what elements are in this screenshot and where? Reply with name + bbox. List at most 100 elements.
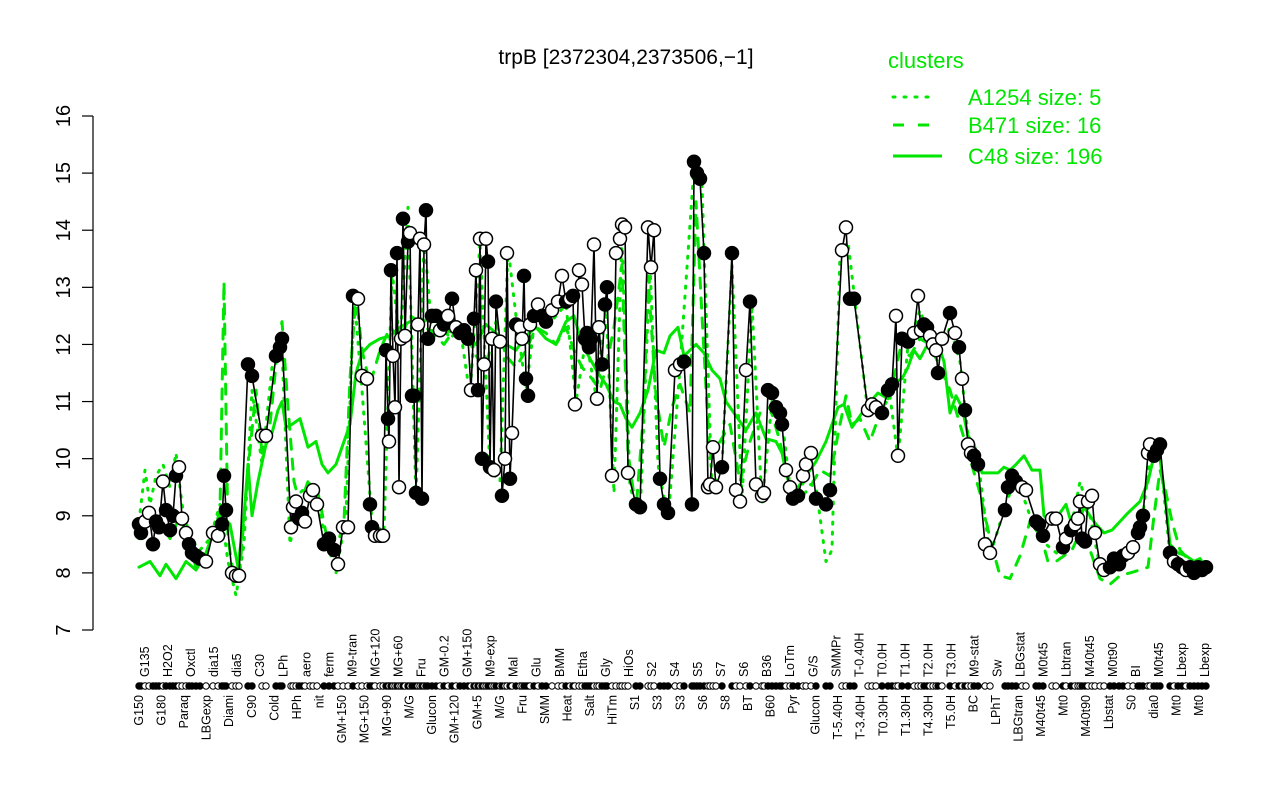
- x-tick-label-bottom: C90: [245, 695, 259, 718]
- filled-point: [724, 245, 740, 261]
- x-tick-label-bottom: MG+150: [358, 695, 372, 743]
- filled-point: [1035, 528, 1051, 544]
- open-point: [705, 439, 721, 455]
- x-tick-label-top: Fru: [415, 658, 429, 677]
- x-rug-point: [624, 682, 632, 690]
- open-point: [478, 231, 494, 247]
- filled-point: [599, 280, 615, 295]
- x-tick-label-top: M9-exp: [484, 635, 498, 677]
- open-point: [297, 514, 313, 529]
- open-point: [708, 479, 724, 495]
- filled-point: [218, 502, 234, 518]
- x-axis-labels: G135 H2O2 Oxctl dia15 dia5 C30 LPh aero ferm M9-t…: [132, 629, 1212, 744]
- open-point: [1125, 539, 1141, 555]
- x-tick-label-bottom: G180: [155, 695, 169, 726]
- x-tick-label-top: LPh: [276, 655, 290, 677]
- open-point: [643, 260, 659, 275]
- filled-point: [660, 505, 676, 521]
- x-tick-label-bottom: S0: [1124, 695, 1138, 710]
- filled-point: [488, 294, 504, 309]
- legend-title: clusters: [888, 48, 964, 73]
- x-tick-label-top: C30: [253, 654, 267, 677]
- filled-point: [818, 497, 834, 512]
- open-point: [838, 220, 854, 235]
- x-tick-label-bottom: Heat: [561, 694, 575, 721]
- x-tick-label-top: GM-0.2: [438, 635, 452, 677]
- open-point: [340, 519, 356, 535]
- x-rug-point: [746, 682, 754, 690]
- y-tick-label: 15: [53, 162, 75, 184]
- x-rug-point: [1052, 682, 1060, 690]
- filled-point: [951, 340, 967, 355]
- open-point: [888, 308, 904, 324]
- filled-point: [597, 297, 613, 312]
- open-point: [554, 268, 570, 284]
- x-tick-label-bottom: S1: [628, 695, 642, 710]
- x-tick-label-top: Etha: [576, 651, 590, 677]
- x-tick-label-top: B36: [760, 655, 774, 677]
- x-rug-point: [826, 682, 834, 690]
- x-tick-label-top: HiOs: [622, 649, 636, 677]
- filled-point: [362, 497, 378, 512]
- x-tick-label-bottom: Fru: [515, 695, 529, 714]
- x-rug-point: [1022, 682, 1030, 690]
- filled-point: [676, 354, 692, 369]
- x-rug-point: [650, 682, 658, 690]
- x-rug-point: [736, 682, 744, 690]
- filled-point: [162, 522, 178, 538]
- filled-point: [395, 211, 411, 227]
- x-tick-label-top: Sw: [991, 659, 1005, 677]
- filled-point: [466, 311, 482, 326]
- x-tick-label-bottom: MG+90: [380, 695, 394, 736]
- x-rug-point: [904, 682, 912, 690]
- filled-point: [565, 288, 581, 304]
- filled-point: [874, 405, 890, 421]
- x-tick-label-bottom: T5.0H: [944, 695, 958, 729]
- x-rug-point: [872, 682, 880, 690]
- x-tick-label-top: ferm: [322, 652, 336, 677]
- x-tick-label-bottom: Mt0: [1057, 695, 1071, 716]
- x-tick-label-bottom: Lbstat: [1102, 694, 1116, 729]
- filled-point: [970, 457, 986, 472]
- legend-entry-a1254: A1254 size: 5: [968, 85, 1101, 110]
- filled-point: [652, 471, 668, 486]
- x-tick-label-bottom: Glucon: [425, 695, 439, 735]
- filled-point: [444, 291, 460, 307]
- filled-point: [957, 402, 973, 418]
- open-point: [499, 245, 515, 261]
- x-tick-label-top: Glu: [530, 658, 544, 678]
- open-point: [732, 494, 748, 509]
- y-tick-label: 7: [53, 624, 75, 635]
- x-rug-point: [712, 682, 720, 690]
- x-rug-point: [278, 682, 286, 690]
- x-rug-point: [313, 682, 321, 690]
- filled-point: [380, 411, 396, 426]
- x-tick-label-top: M40t45: [1083, 635, 1097, 677]
- open-point: [486, 462, 502, 478]
- x-tick-label-bottom: GM+150: [335, 695, 349, 743]
- filled-point: [516, 268, 532, 284]
- x-rug-point: [680, 682, 688, 690]
- open-point: [416, 237, 432, 252]
- open-point: [397, 328, 413, 344]
- open-point: [391, 479, 407, 495]
- x-rug-point: [202, 682, 210, 690]
- x-rug-point: [222, 682, 230, 690]
- x-tick-label-top: S7: [714, 662, 728, 677]
- open-point: [410, 317, 426, 332]
- x-rug-point: [1100, 682, 1108, 690]
- x-rug-point: [542, 682, 550, 690]
- filled-point: [418, 202, 434, 218]
- x-tick-label-top: T1.0H: [898, 643, 912, 677]
- filled-point: [480, 254, 496, 269]
- open-point: [514, 331, 530, 346]
- filled-point: [997, 502, 1013, 518]
- x-tick-label-top: H2O2: [161, 644, 175, 677]
- open-point: [381, 434, 397, 449]
- x-tick-label-top: SMMPr: [829, 635, 843, 677]
- x-rug-point: [636, 682, 644, 690]
- open-point: [586, 237, 602, 252]
- filled-point: [790, 488, 806, 504]
- open-point: [574, 277, 590, 292]
- filled-point: [942, 305, 958, 321]
